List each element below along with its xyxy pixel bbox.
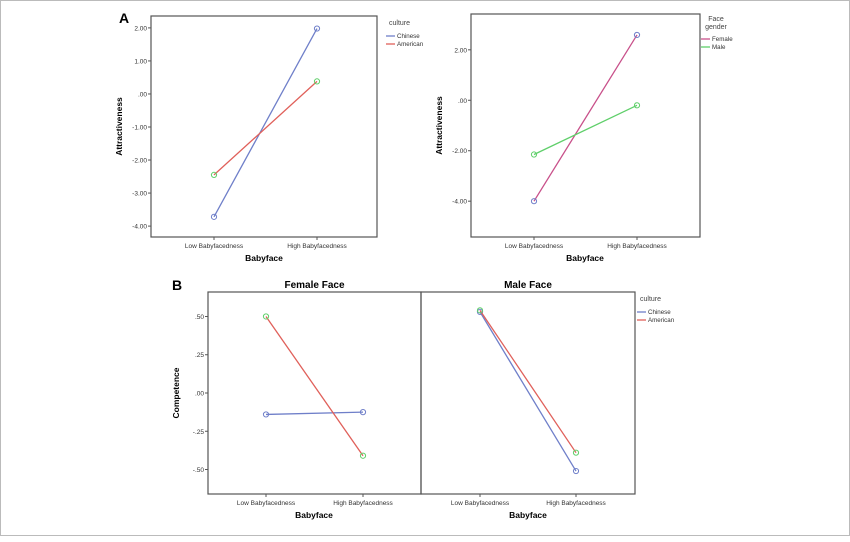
y-tick-label-2: .00 [195, 391, 204, 398]
y-tick-label-2: .50 [195, 314, 204, 321]
legend-title-1: gender [705, 24, 727, 31]
legend-label-american: American [648, 317, 675, 324]
x-tick-label-3: Low Babyfacedness [451, 500, 510, 507]
y-tick-label-1: .00 [458, 98, 467, 105]
plot-frame-1 [470, 13, 701, 238]
data-point-female [530, 198, 538, 205]
y-tick-label-0: -4.00 [132, 224, 147, 231]
series-line-american [213, 80, 318, 176]
data-point-chinese [262, 411, 270, 418]
legend-title-0: culture [389, 20, 410, 27]
y-tick-label-1: -4.00 [452, 199, 467, 206]
plot-frame-3 [420, 291, 636, 495]
x-axis-label-3: Babyface [509, 510, 547, 520]
x-tick-label-3: High Babyfacedness [546, 500, 606, 507]
x-tick-label-0: High Babyfacedness [287, 243, 347, 250]
data-point-male [633, 102, 641, 109]
x-axis-label-0: Babyface [245, 253, 283, 263]
data-point-male [530, 151, 538, 158]
data-point-american [572, 449, 580, 456]
plot-frame-2 [207, 291, 422, 495]
x-tick-label-1: Low Babyfacedness [505, 243, 564, 250]
legend-title-3: culture [640, 296, 661, 303]
y-tick-label-2: .25 [195, 352, 204, 359]
legend-label-chinese: Chinese [648, 309, 671, 316]
y-axis-label-0: Attractiveness [114, 97, 124, 156]
data-point-female [633, 31, 641, 39]
x-tick-label-2: Low Babyfacedness [237, 500, 296, 507]
y-tick-label-0: -2.00 [132, 158, 147, 165]
series-line-american [265, 316, 364, 457]
panel-label-b: B [172, 277, 182, 293]
y-tick-label-0: 1.00 [134, 58, 147, 65]
data-point-american [262, 313, 270, 320]
x-axis-label-1: Babyface [566, 253, 604, 263]
x-tick-label-2: High Babyfacedness [333, 500, 393, 507]
data-point-chinese [210, 213, 218, 220]
legend-label-chinese: Chinese [397, 33, 420, 40]
data-point-american [210, 171, 218, 178]
data-point-american [359, 452, 367, 459]
y-tick-label-0: -1.00 [132, 124, 147, 131]
data-point-chinese [313, 25, 321, 32]
y-tick-label-0: .00 [138, 91, 147, 98]
y-tick-label-2: -.50 [193, 467, 205, 474]
legend-label-male: Male [712, 44, 726, 51]
series-line-chinese [479, 311, 577, 472]
series-line-chinese [213, 28, 318, 218]
data-point-american [313, 78, 321, 85]
data-point-chinese [359, 409, 367, 416]
legend-label-female: Female [712, 36, 733, 43]
y-axis-label-2: Competence [171, 367, 181, 418]
panel-title-2: Female Face [284, 280, 344, 291]
x-axis-label-2: Babyface [295, 510, 333, 520]
panel-title-3: Male Face [504, 280, 552, 291]
legend-label-american: American [397, 41, 424, 48]
y-axis-label-1: Attractiveness [434, 96, 444, 155]
series-line-male [533, 104, 638, 156]
data-point-chinese [572, 467, 580, 475]
y-tick-label-1: 2.00 [454, 47, 467, 54]
data-point-american [476, 307, 484, 314]
legend-title-1: Face [708, 16, 724, 23]
y-tick-label-1: -2.00 [452, 148, 467, 155]
series-line-chinese [265, 411, 364, 416]
x-tick-label-0: Low Babyfacedness [185, 243, 244, 250]
x-tick-label-1: High Babyfacedness [607, 243, 667, 250]
y-tick-label-0: 2.00 [134, 25, 147, 32]
series-line-female [533, 34, 638, 202]
y-tick-label-0: -3.00 [132, 191, 147, 198]
panel-label-a: A [119, 10, 129, 26]
y-tick-label-2: -.25 [193, 429, 205, 436]
series-line-american [479, 310, 577, 454]
